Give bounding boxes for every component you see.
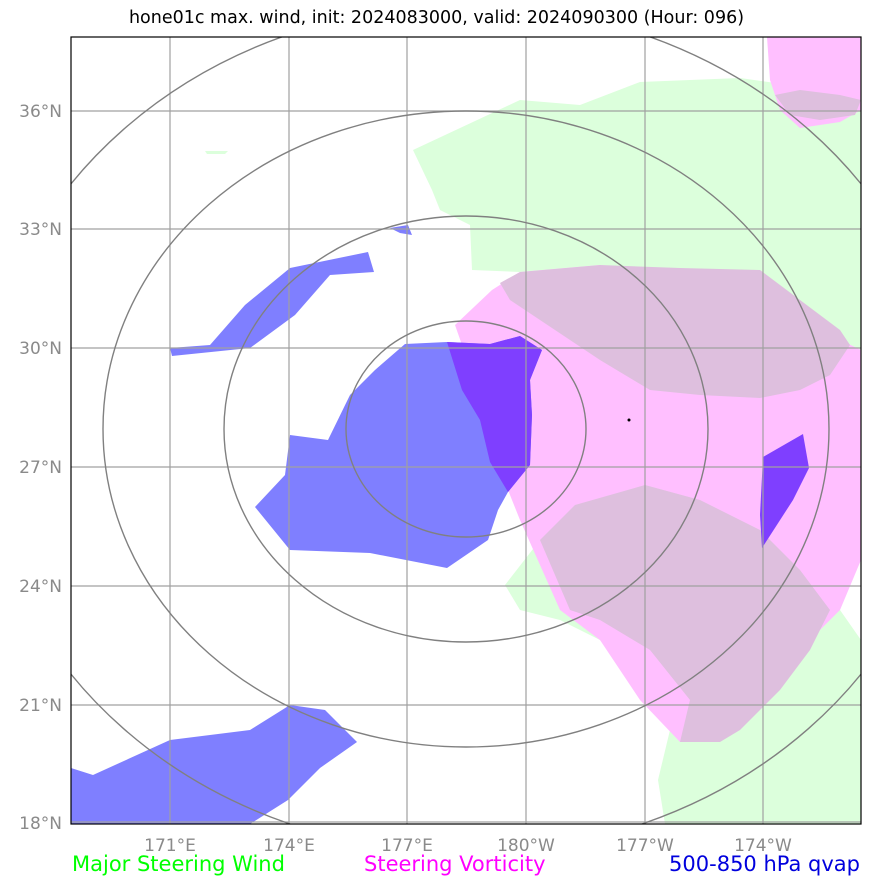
- range-ring-1: [345, 320, 587, 538]
- wind-region-fragment: [205, 151, 228, 154]
- lon-tick-label: 174°E: [263, 836, 315, 856]
- graticule: [71, 37, 861, 824]
- lon-tick-label: 174°W: [734, 836, 792, 856]
- qvap-region-central-dark: [447, 336, 542, 492]
- lat-tick-label: 30°N: [19, 339, 62, 359]
- storm-center-marker: [627, 418, 631, 422]
- range-ring-3: [102, 110, 830, 748]
- lat-tick-labels: 36°N 33°N 30°N 27°N 24°N 21°N 18°N: [19, 102, 62, 834]
- legend-qvap: 500-850 hPa qvap: [669, 852, 860, 876]
- qvap-shading: [71, 225, 809, 824]
- legend-steering-vorticity: Steering Vorticity: [364, 852, 546, 876]
- range-ring-2: [223, 215, 709, 643]
- qvap-band-southwest: [71, 705, 357, 824]
- overlap-region-northeast: [775, 90, 861, 120]
- map-frame: [70, 36, 862, 825]
- lon-tick-label: 177°E: [381, 836, 433, 856]
- qvap-region-east: [760, 434, 809, 548]
- lon-tick-labels: 171°E 174°E 177°E 180°W 177°W 174°W: [144, 836, 792, 856]
- lat-tick-label: 21°N: [19, 696, 62, 716]
- lon-tick-label: 177°W: [616, 836, 674, 856]
- overlap-region-south: [540, 485, 830, 742]
- range-rings: [71, 37, 861, 824]
- lat-tick-label: 18°N: [19, 814, 62, 834]
- legend-steering-wind: Major Steering Wind: [72, 852, 285, 876]
- map-title: hone01c max. wind, init: 2024083000, val…: [128, 8, 745, 28]
- lon-tick-label: 171°E: [144, 836, 196, 856]
- lat-tick-label: 36°N: [19, 102, 62, 122]
- lat-tick-label: 27°N: [19, 458, 62, 478]
- lat-tick-label: 24°N: [19, 577, 62, 597]
- map-area: [71, 37, 861, 824]
- lon-tick-label: 180°W: [497, 836, 555, 856]
- qvap-band-northwest: [170, 252, 374, 356]
- lat-tick-label: 33°N: [19, 220, 62, 240]
